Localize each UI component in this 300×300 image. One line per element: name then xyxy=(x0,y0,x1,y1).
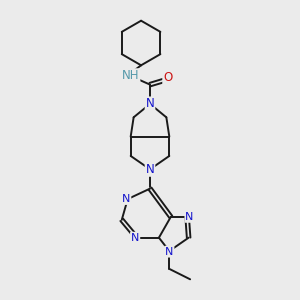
Text: NH: NH xyxy=(122,69,140,82)
Text: N: N xyxy=(185,212,194,222)
Text: N: N xyxy=(146,163,154,176)
Text: N: N xyxy=(165,247,173,256)
Text: N: N xyxy=(122,194,130,204)
Text: N: N xyxy=(131,233,139,243)
Text: N: N xyxy=(146,98,154,110)
Text: O: O xyxy=(163,71,172,84)
